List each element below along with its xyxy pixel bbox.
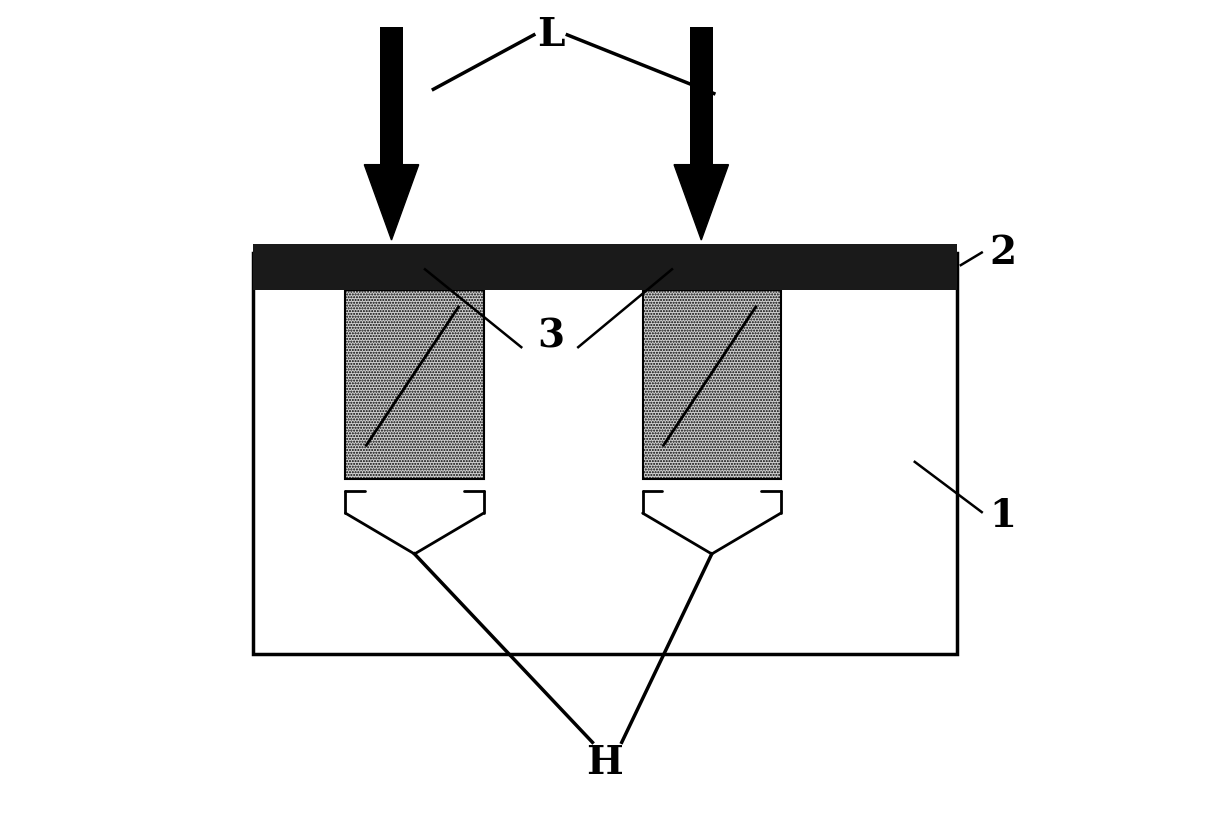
Polygon shape xyxy=(674,165,728,240)
Bar xyxy=(380,27,403,165)
Text: H: H xyxy=(587,744,623,782)
Bar xyxy=(643,291,780,479)
Bar xyxy=(690,27,713,165)
Text: 2: 2 xyxy=(989,234,1016,271)
Bar xyxy=(253,244,957,291)
Text: 3: 3 xyxy=(537,318,564,355)
Bar xyxy=(346,291,484,479)
Polygon shape xyxy=(364,165,419,240)
Text: L: L xyxy=(537,16,564,54)
Text: 1: 1 xyxy=(990,497,1016,535)
Bar xyxy=(253,253,957,654)
